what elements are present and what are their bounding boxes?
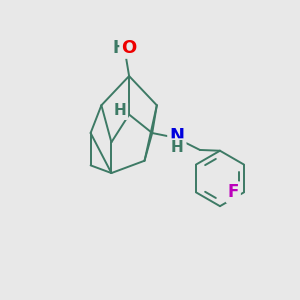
Text: F: F (227, 183, 239, 201)
Text: H: H (113, 103, 126, 118)
Text: H: H (170, 140, 183, 155)
Text: O: O (122, 38, 137, 56)
Text: N: N (169, 127, 184, 145)
Text: H: H (112, 38, 126, 56)
